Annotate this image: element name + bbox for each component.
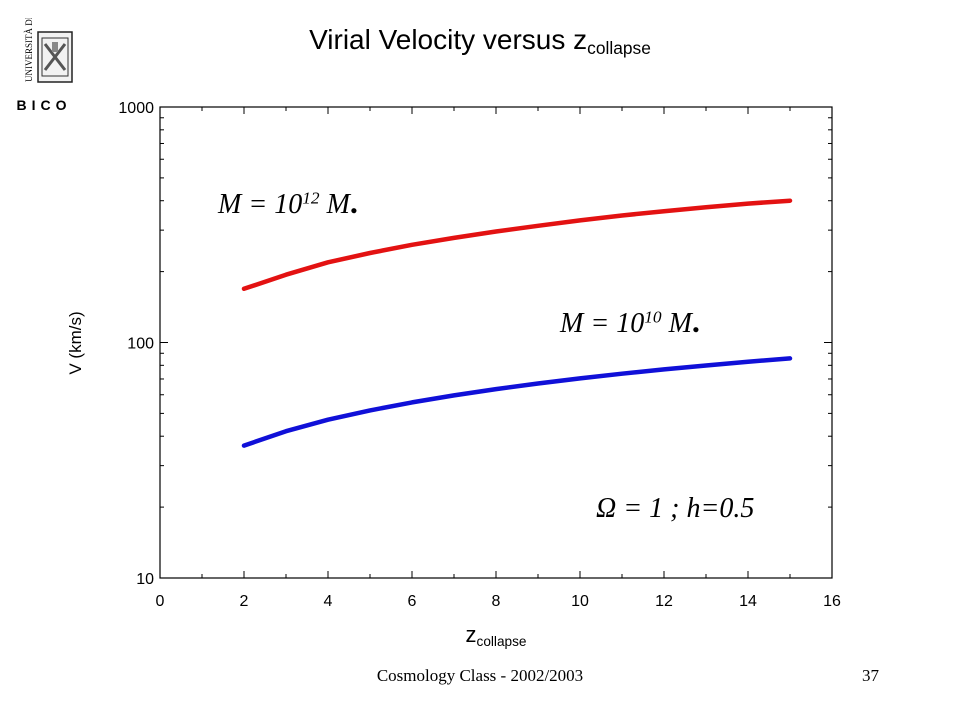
x-tick-label: 2: [240, 593, 249, 610]
annotation-1e10-unit: M: [668, 308, 692, 339]
annotation-1e10-base: M = 10: [560, 308, 645, 339]
logo-emblem: [37, 31, 73, 83]
annotation-mass-1e10: M = 1010 M.: [560, 303, 700, 340]
series-line-1e12: [241, 198, 793, 292]
slide-title: Virial Velocity versus zcollapse: [0, 24, 960, 58]
solar-mass-symbol: .: [349, 184, 358, 220]
annotation-1e12-base: M = 10: [218, 189, 303, 220]
logo-text-top: UNIVERSITÀ DEGLI: [24, 18, 34, 82]
page-number: 37: [862, 666, 879, 685]
logo-text-bottom: BICO: [17, 97, 72, 113]
x-axis-label-subscript: collapse: [476, 633, 527, 649]
footer-course: Cosmology Class - 2002/2003: [376, 666, 584, 685]
annotation-cosmology-params: Ω = 1 ; h=0.5: [596, 493, 755, 524]
x-tick-label: 0: [156, 593, 165, 610]
annotation-1e12-exponent: 12: [302, 188, 320, 208]
solar-mass-symbol: .: [691, 303, 700, 339]
x-tick-label: 16: [823, 593, 841, 610]
x-tick-label: 14: [739, 593, 757, 610]
y-tick-label: 100: [127, 336, 154, 353]
axis-ticks: [159, 106, 833, 579]
annotation-1e12-unit: M: [326, 189, 350, 220]
y-tick-label: 10: [136, 571, 154, 588]
x-axis-label-main: z: [465, 622, 477, 647]
x-axis-label: zcollapse: [465, 622, 527, 649]
annotation-mass-1e12: M = 1012 M.: [218, 184, 358, 221]
y-axis-label: V (km/s): [66, 311, 85, 375]
series-line-1e10: [241, 356, 793, 448]
tick-labels: 0 2 4 6 8 10 12 14 16 10 100 1000: [118, 100, 841, 610]
slide-title-main: Virial Velocity versus z: [309, 24, 588, 55]
x-tick-label: 10: [571, 593, 589, 610]
annotation-1e10-exponent: 10: [644, 307, 662, 327]
x-tick-label: 4: [324, 593, 333, 610]
x-tick-label: 8: [492, 593, 501, 610]
y-tick-label: 1000: [118, 100, 154, 117]
data-series: [241, 198, 793, 448]
university-logo: UNIVERSITÀ DEGLI BICO: [17, 18, 73, 113]
x-tick-label: 12: [655, 593, 673, 610]
slide-title-subscript: collapse: [587, 37, 651, 58]
x-tick-label: 6: [408, 593, 417, 610]
